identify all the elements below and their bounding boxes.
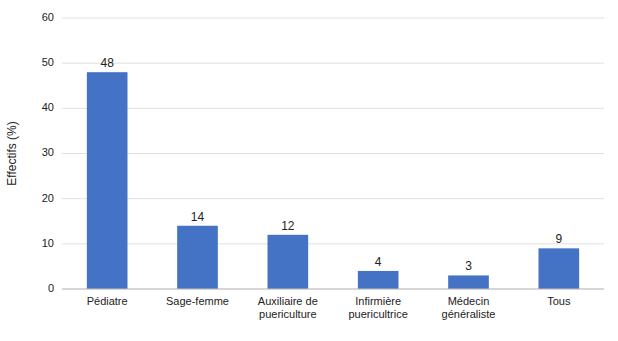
- grid-line: [62, 243, 604, 244]
- grid-line: [62, 108, 604, 109]
- bar: [539, 248, 580, 289]
- x-tick-label-line: puericultrice: [349, 308, 408, 320]
- grid-line: [62, 289, 604, 290]
- data-label: 14: [191, 210, 205, 224]
- bar: [448, 275, 489, 289]
- y-grid: [62, 18, 604, 289]
- x-tick-label-line: Médecin: [448, 295, 490, 307]
- data-label: 9: [555, 232, 562, 246]
- data-label: 4: [375, 255, 382, 269]
- x-tick-label-line: Infirmière: [355, 295, 401, 307]
- data-label: 3: [465, 259, 472, 273]
- bars: [87, 72, 579, 289]
- x-tick-label: Auxiliaire depuericulture: [258, 295, 318, 320]
- data-label: 48: [100, 56, 114, 70]
- y-tick-label: 40: [42, 101, 54, 113]
- x-tick-label-line: Sage-femme: [166, 295, 229, 307]
- y-axis-label: Effectifs (%): [5, 121, 19, 185]
- grid-line: [62, 153, 604, 154]
- y-tick-labels: 0 10 20 30 40 50 60: [42, 11, 54, 294]
- bar: [177, 226, 218, 289]
- x-tick-labels: PédiatreSage-femmeAuxiliaire depuericult…: [87, 295, 571, 320]
- x-tick-label: Médecingénéraliste: [442, 295, 496, 320]
- data-label: 12: [281, 219, 295, 233]
- bar: [358, 271, 399, 289]
- x-tick-label-line: Pédiatre: [87, 295, 128, 307]
- y-tick-label: 30: [42, 146, 54, 158]
- x-tick-label-line: généraliste: [442, 308, 496, 320]
- y-tick-label: 60: [42, 11, 54, 23]
- y-tick-label: 10: [42, 237, 54, 249]
- x-tick-label: Tous: [547, 295, 571, 307]
- x-tick-label: Infirmièrepuericultrice: [349, 295, 408, 320]
- chart-container: 0 10 20 30 40 50 60 48 14 12 4 3 9 Pédiatre Sage-femme…: [0, 0, 618, 341]
- y-tick-label: 0: [48, 282, 54, 294]
- y-tick-label: 50: [42, 56, 54, 68]
- grid-line: [62, 198, 604, 199]
- x-tick-label: Sage-femme: [166, 295, 229, 307]
- x-tick-label: Pédiatre: [87, 295, 128, 307]
- grid-line: [62, 18, 604, 19]
- bar: [87, 72, 128, 289]
- y-tick-label: 20: [42, 192, 54, 204]
- data-labels: 48 14 12 4 3 9: [100, 56, 562, 273]
- x-tick-label-line: Tous: [547, 295, 571, 307]
- x-axis-line: [62, 289, 604, 290]
- x-tick-label-line: puericulture: [259, 308, 316, 320]
- bar: [268, 235, 309, 289]
- chart-svg: 0 10 20 30 40 50 60 48 14 12 4 3 9 Pédiatre Sage-femme…: [0, 0, 618, 341]
- grid-line: [62, 63, 604, 64]
- x-tick-label-line: Auxiliaire de: [258, 295, 318, 307]
